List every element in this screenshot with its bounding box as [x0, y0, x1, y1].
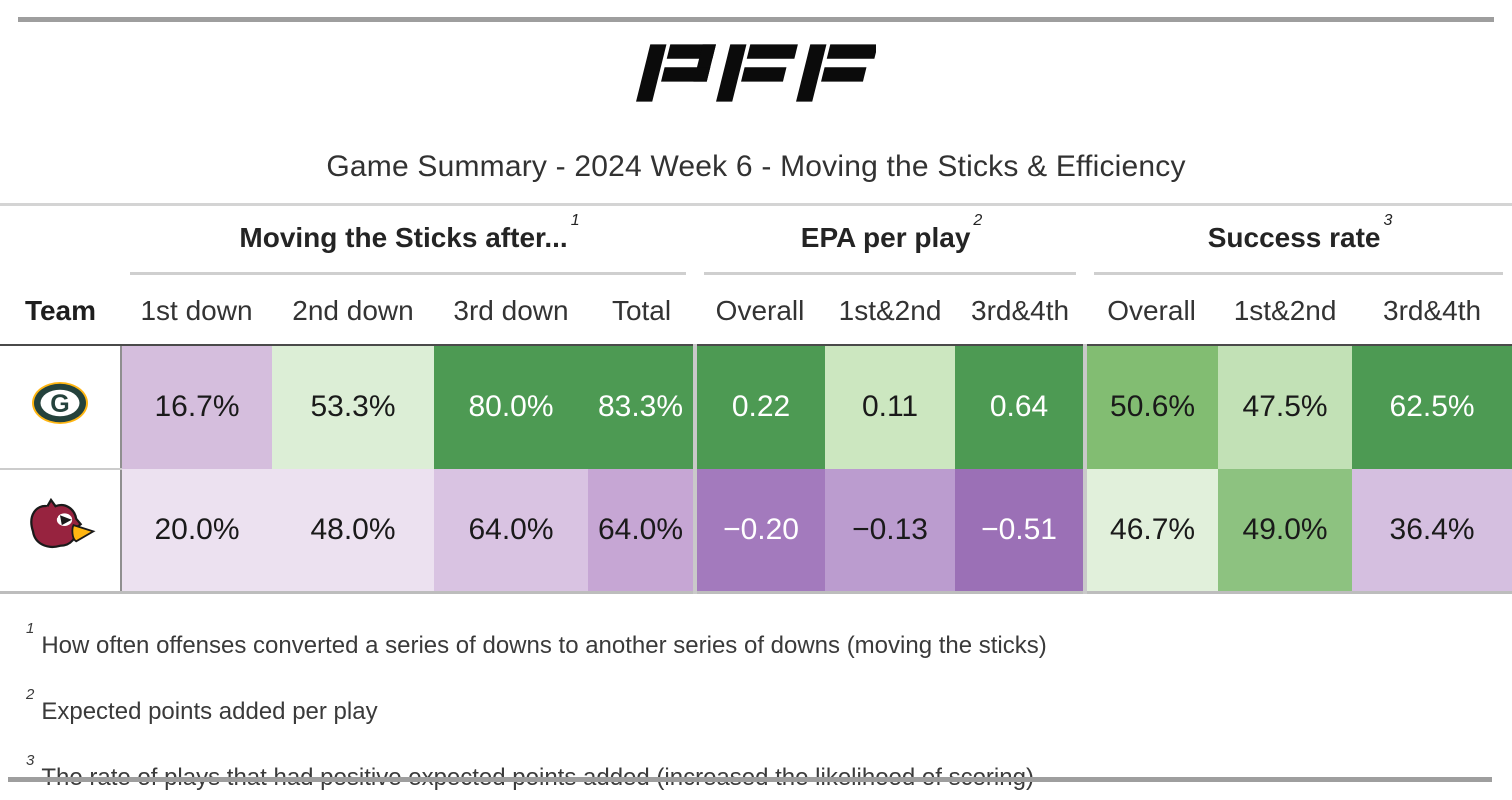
footnote-ref-2: 2 [973, 211, 983, 229]
cardinals-logo [30, 498, 96, 549]
stat-cell: 0.11 [825, 344, 956, 469]
stat-cell: 36.4% [1352, 468, 1512, 594]
group-header-success-rate: Success rate3 [1085, 205, 1512, 275]
footnote-number: 1 [26, 620, 35, 637]
team-cell-packers: G [0, 344, 122, 470]
header [0, 43, 1512, 108]
footnote-1: 1 How often offenses converted a series o… [26, 620, 1492, 664]
stat-cell: 48.0% [272, 468, 434, 594]
stat-cell: 0.22 [693, 344, 826, 469]
group-header-row: Moving the Sticks after...1 EPA per play… [0, 205, 1512, 275]
team-cell-cardinals [0, 468, 122, 594]
column-header-3rd-down: 3rd down [434, 274, 588, 346]
stat-cell: 0.64 [955, 344, 1086, 469]
column-header-team: Team [0, 274, 121, 346]
column-header-1st-down: 1st down [121, 274, 272, 346]
column-header-total: Total [588, 274, 696, 346]
stat-cell: 64.0% [588, 468, 696, 594]
group-header-epa-per-play: EPA per play2 [695, 205, 1085, 275]
stat-cell: 49.0% [1218, 468, 1353, 594]
group-header-moving-the-sticks: Moving the Sticks after...1 [121, 205, 695, 275]
group-label: EPA per play [800, 222, 971, 254]
footnote-3: 3The rate of plays that had positive exp… [26, 752, 1492, 796]
stat-cell: 47.5% [1218, 344, 1353, 469]
group-label: Success rate [1207, 222, 1381, 254]
footnote-ref-1: 1 [570, 211, 580, 229]
stat-cell: 50.6% [1083, 344, 1219, 469]
footnote-ref-3: 3 [1383, 211, 1393, 229]
table-row-packers: G 16.7% 53.3% 80.0% 83.3% 0.22 0.11 0.64… [0, 344, 1512, 470]
footnote-number: 2 [26, 686, 35, 703]
column-header-epa-3rd-4th: 3rd&4th [955, 274, 1086, 346]
table-row-cardinals: 20.0% 48.0% 64.0% 64.0% −0.20 −0.13 −0.5… [0, 468, 1512, 594]
stat-cell: −0.13 [825, 468, 956, 594]
stat-cell: −0.51 [955, 468, 1086, 594]
column-header-2nd-down: 2nd down [272, 274, 434, 346]
svg-text:G: G [50, 390, 69, 418]
stat-cell: 46.7% [1083, 468, 1219, 594]
footnotes: 1 How often offenses converted a series o… [26, 598, 1492, 796]
column-header-sr-3rd-4th: 3rd&4th [1352, 274, 1512, 346]
stats-table: Moving the Sticks after...1 EPA per play… [0, 203, 1512, 594]
stat-cell: 20.0% [121, 468, 272, 594]
stat-cell: 53.3% [272, 344, 434, 469]
footnote-number: 3 [26, 752, 35, 769]
stat-cell: 83.3% [588, 344, 696, 469]
page-title: Game Summary - 2024 Week 6 - Moving the … [326, 150, 1186, 183]
column-header-epa-overall: Overall [695, 274, 826, 346]
group-header-spacer [0, 205, 121, 275]
column-header-sr-1st-2nd: 1st&2nd [1218, 274, 1353, 346]
stat-cell: 16.7% [121, 344, 272, 469]
stat-cell: 64.0% [434, 468, 588, 594]
column-header-sr-overall: Overall [1085, 274, 1219, 346]
packers-logo: G [32, 381, 88, 424]
stat-cell: 80.0% [434, 344, 588, 469]
stat-cell: 62.5% [1352, 344, 1512, 469]
stat-cell: −0.20 [693, 468, 826, 594]
top-rule [18, 17, 1494, 22]
column-header-epa-1st-2nd: 1st&2nd [825, 274, 956, 346]
group-label: Moving the Sticks after... [239, 222, 568, 254]
footnote-text: Expected points added per play [41, 698, 378, 725]
pff-logo [636, 44, 878, 102]
footnote-text: How often offenses converted a series of… [41, 632, 1047, 659]
footnote-2: 2 Expected points added per play [26, 686, 1492, 730]
bottom-rule [8, 777, 1492, 782]
column-header-row: Team 1st down 2nd down 3rd down Total Ov… [0, 274, 1512, 346]
